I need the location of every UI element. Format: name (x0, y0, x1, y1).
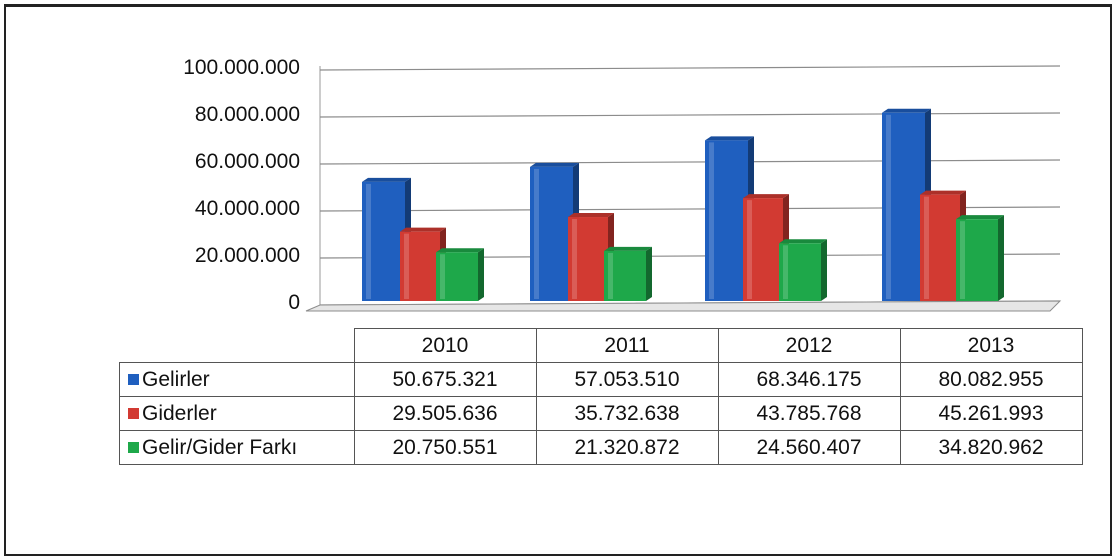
legend-swatch-red (128, 407, 139, 419)
bar-giderler-2013 (920, 194, 960, 301)
series-label-fark: Gelir/Gider Farkı (119, 430, 355, 465)
bar-highlight (572, 219, 577, 299)
bar-highlight (747, 200, 752, 299)
bar-fark-2013 (956, 219, 998, 301)
bar-highlight (440, 254, 445, 299)
bar-highlight (366, 183, 371, 299)
bar-highlight (886, 114, 891, 299)
gridline (319, 65, 1061, 71)
table-cell: 45.261.993 (899, 396, 1083, 431)
bar-giderler-2011 (568, 217, 608, 301)
chart-frame (4, 4, 1112, 556)
table-cell: 21.320.872 (535, 430, 719, 465)
bar-highlight (404, 233, 409, 299)
bar-gelirler-2012 (705, 140, 748, 301)
table-row: Gelir/Gider Farkı 20.750.551 21.320.872 … (119, 430, 1083, 465)
bar-giderler-2010 (400, 231, 440, 301)
bar-top (436, 248, 484, 253)
y-tick-label: 60.000.000 (195, 150, 300, 173)
table-cell: 68.346.175 (717, 362, 901, 397)
bar-highlight (534, 168, 539, 299)
bar-side (646, 246, 652, 301)
table-row: Gelirler 50.675.321 57.053.510 68.346.17… (119, 362, 1083, 397)
y-tick-label: 80.000.000 (195, 103, 300, 126)
bar-top (779, 239, 827, 244)
bar-top (882, 108, 931, 113)
bar-highlight (924, 196, 929, 299)
bar-fark-2012 (779, 243, 821, 301)
y-tick-label: 0 (288, 291, 300, 314)
bar-gelirler-2010 (362, 181, 405, 301)
bar-gelirler-2013 (882, 112, 925, 301)
table-cell: 35.732.638 (535, 396, 719, 431)
bar-side (998, 215, 1004, 301)
bar-top (362, 177, 411, 182)
bar-top (956, 215, 1004, 220)
table-cell: 24.560.407 (717, 430, 901, 465)
bar-top (743, 194, 789, 199)
table-cell: 43.785.768 (717, 396, 901, 431)
bar-highlight (960, 221, 965, 299)
bar-top (400, 227, 446, 232)
bar-top (568, 213, 614, 218)
table-header-2012: 2012 (717, 328, 901, 363)
bars (362, 108, 1004, 301)
table-corner (119, 328, 355, 363)
y-axis-ticks: 0 20.000.000 40.000.000 60.000.000 80.000.00… (183, 56, 300, 314)
bar-fark-2011 (604, 250, 646, 301)
bar-giderler-2012 (743, 198, 783, 301)
data-table: 2010 2011 2012 2013 Gelirler 50.675.321 … (119, 328, 1083, 465)
gridline (319, 159, 1061, 165)
table-header-row: 2010 2011 2012 2013 (119, 328, 1083, 363)
bar-top (920, 190, 966, 195)
table-cell: 29.505.636 (353, 396, 537, 431)
bar-highlight (783, 245, 788, 299)
bar-top (705, 136, 754, 141)
y-tick-label: 20.000.000 (195, 244, 300, 267)
bar-top (604, 246, 652, 251)
series-label-giderler: Giderler (119, 396, 355, 431)
bar-top (530, 162, 579, 167)
bar-side (478, 248, 484, 301)
bar-fark-2010 (436, 252, 478, 301)
bar-chart: 0 20.000.000 40.000.000 60.000.000 80.000.00… (183, 56, 1062, 314)
table-cell: 50.675.321 (353, 362, 537, 397)
series-label-gelirler: Gelirler (119, 362, 355, 397)
bar-gelirler-2011 (530, 166, 573, 301)
bar-side (821, 239, 827, 301)
table-cell: 20.750.551 (353, 430, 537, 465)
table-header-2013: 2013 (899, 328, 1083, 363)
gridline (319, 112, 1061, 118)
table-header-2011: 2011 (535, 328, 719, 363)
table-cell: 80.082.955 (899, 362, 1083, 397)
chart-floor (305, 300, 1062, 312)
bar-highlight (709, 142, 714, 299)
bar-highlight (608, 252, 613, 299)
legend-swatch-green (128, 441, 139, 453)
y-tick-label: 40.000.000 (195, 197, 300, 220)
table-cell: 34.820.962 (899, 430, 1083, 465)
table-cell: 57.053.510 (535, 362, 719, 397)
legend-swatch-blue (128, 373, 139, 385)
y-tick-label: 100.000.000 (183, 56, 300, 79)
table-row: Giderler 29.505.636 35.732.638 43.785.76… (119, 396, 1083, 431)
table-header-2010: 2010 (353, 328, 537, 363)
